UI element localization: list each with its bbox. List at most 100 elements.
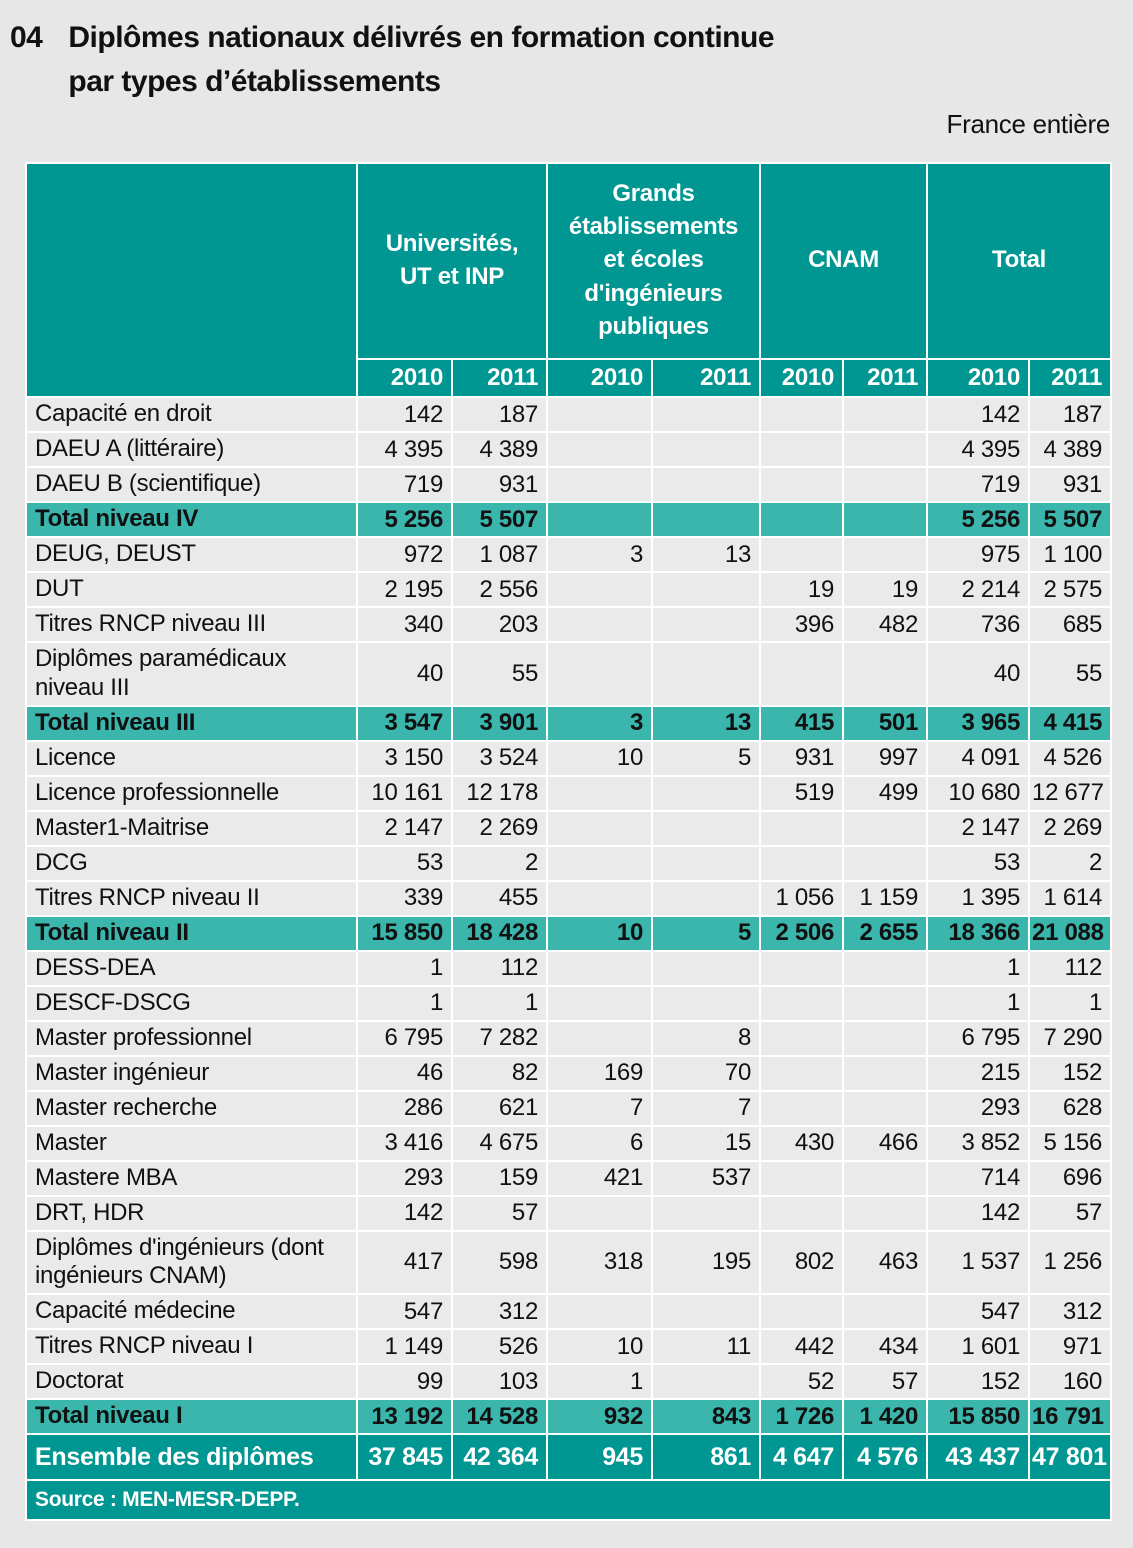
cell-value: 13	[651, 704, 761, 742]
cell-value: 3 416	[356, 1124, 453, 1162]
cell-value: 3	[546, 536, 653, 573]
cell-value: 2 575	[1028, 571, 1113, 608]
cell-value: 10 161	[356, 774, 453, 812]
row-label: Total niveau IV	[25, 501, 358, 538]
cell-value: 142	[356, 1194, 453, 1232]
year-header-row: 2010 2011 2010 2011 2010 2011 2010 2011	[26, 358, 1113, 398]
cell-value	[546, 1293, 653, 1331]
cell-value: 12 677	[1028, 774, 1113, 812]
table-row: DEUG, DEUST 972 1 087 3 13 975 1 100	[25, 536, 1113, 573]
row-label: DESCF-DSCG	[25, 984, 358, 1022]
page-header: 04 Diplômes nationaux délivrés en format…	[0, 0, 1133, 103]
cell-value: 547	[926, 1293, 1031, 1331]
cell-value: 4 526	[1028, 739, 1113, 777]
cell-value: 21 088	[1028, 914, 1113, 952]
year-header: 2010	[356, 358, 453, 398]
cell-value	[546, 1194, 653, 1232]
region-label: France entière	[946, 109, 1111, 139]
cell-value: 4 395	[356, 431, 453, 468]
cell-value: 4 675	[451, 1124, 548, 1162]
row-label: DRT, HDR	[25, 1194, 358, 1232]
table-row: Master ingénieur 46 82 169 70 215 152	[25, 1054, 1113, 1092]
cell-value: 46	[356, 1054, 453, 1092]
cell-value	[546, 809, 653, 847]
cell-value	[651, 466, 761, 503]
column-group-universites: Universités, UT et INP	[356, 162, 548, 360]
cell-value: 40	[926, 641, 1031, 707]
cell-value	[759, 466, 844, 503]
row-label: Master1-Maitrise	[25, 809, 358, 847]
table-row: Diplômes d'ingénieurs (dont ingénieurs C…	[25, 1229, 1113, 1296]
cell-value	[546, 431, 653, 468]
year-header: 2010	[546, 358, 653, 398]
cell-value: 10	[546, 739, 653, 777]
cell-value	[841, 466, 929, 503]
cell-value: 18 366	[926, 914, 1031, 952]
row-label: DESS-DEA	[25, 949, 358, 987]
table-row: DAEU B (scientifique) 719 931 719 931	[25, 466, 1113, 503]
cell-value: 142	[926, 396, 1031, 433]
cell-value	[841, 501, 929, 538]
cell-value: 19	[841, 571, 929, 608]
cell-value: 685	[1028, 606, 1113, 643]
cell-value: 1 056	[759, 879, 844, 917]
row-label: Doctorat	[25, 1363, 358, 1401]
cell-value	[759, 396, 844, 433]
cell-value	[651, 1363, 761, 1401]
cell-value: 187	[451, 396, 548, 433]
subtotal-row: Total niveau IV 5 256 5 507 5 256 5 507	[25, 501, 1113, 538]
cell-value: 15 850	[926, 1398, 1031, 1436]
cell-value: 421	[546, 1159, 653, 1197]
cell-value: 5 256	[356, 501, 453, 538]
cell-value: 8	[651, 1019, 761, 1057]
cell-value: 719	[356, 466, 453, 503]
cell-value: 3 150	[356, 739, 453, 777]
cell-value: 2 556	[451, 571, 548, 608]
cell-value: 931	[451, 466, 548, 503]
year-header: 2010	[759, 358, 844, 398]
cell-value: 11	[651, 1328, 761, 1366]
row-label: Master professionnel	[25, 1019, 358, 1057]
cell-value: 312	[1028, 1293, 1113, 1331]
cell-value: 463	[841, 1229, 929, 1296]
table-row: Master 3 416 4 675 6 15 430 466 3 852 5 156	[25, 1124, 1113, 1162]
cell-value: 972	[356, 536, 453, 573]
year-header: 2011	[651, 358, 761, 398]
cell-value: 430	[759, 1124, 844, 1162]
cell-value	[651, 1293, 761, 1331]
cell-value: 598	[451, 1229, 548, 1296]
cell-value: 736	[926, 606, 1031, 643]
year-header: 2010	[926, 358, 1031, 398]
cell-value	[651, 606, 761, 643]
cell-value: 5 156	[1028, 1124, 1113, 1162]
cell-value	[841, 431, 929, 468]
cell-value: 526	[451, 1328, 548, 1366]
cell-value: 4 091	[926, 739, 1031, 777]
cell-value: 537	[651, 1159, 761, 1197]
row-label: Titres RNCP niveau III	[25, 606, 358, 643]
row-label: DCG	[25, 844, 358, 882]
cell-value	[759, 844, 844, 882]
cell-value: 802	[759, 1229, 844, 1296]
cell-value: 466	[841, 1124, 929, 1162]
cell-value	[759, 431, 844, 468]
table-row: DUT 2 195 2 556 19 19 2 214 2 575	[25, 571, 1113, 608]
cell-value	[651, 396, 761, 433]
cell-value: 13 192	[356, 1398, 453, 1436]
row-label: Titres RNCP niveau I	[25, 1328, 358, 1366]
grand-total-row: Ensemble des diplômes 37 845 42 364 945 861 4…	[25, 1433, 1113, 1482]
cell-value: 696	[1028, 1159, 1113, 1197]
table-body: Capacité en droit 142 187 142 187 DAEU A (lit…	[25, 396, 1113, 1482]
cell-value	[651, 949, 761, 987]
table-row: Titres RNCP niveau II 339 455 1 056 1 159 1 3…	[25, 879, 1113, 917]
cell-value: 53	[356, 844, 453, 882]
cell-value: 1	[356, 949, 453, 987]
subtotal-row: Total niveau II 15 850 18 428 10 5 2 506 2 655…	[25, 914, 1113, 952]
cell-value: 152	[1028, 1054, 1113, 1092]
table-row: Titres RNCP niveau III 340 203 396 482 736 685	[25, 606, 1113, 643]
cell-value	[759, 984, 844, 1022]
row-label: Capacité en droit	[25, 396, 358, 433]
cell-value: 1 726	[759, 1398, 844, 1436]
table-row: Master professionnel 6 795 7 282 8 6 795 7 29…	[25, 1019, 1113, 1057]
cell-value: 2 269	[451, 809, 548, 847]
